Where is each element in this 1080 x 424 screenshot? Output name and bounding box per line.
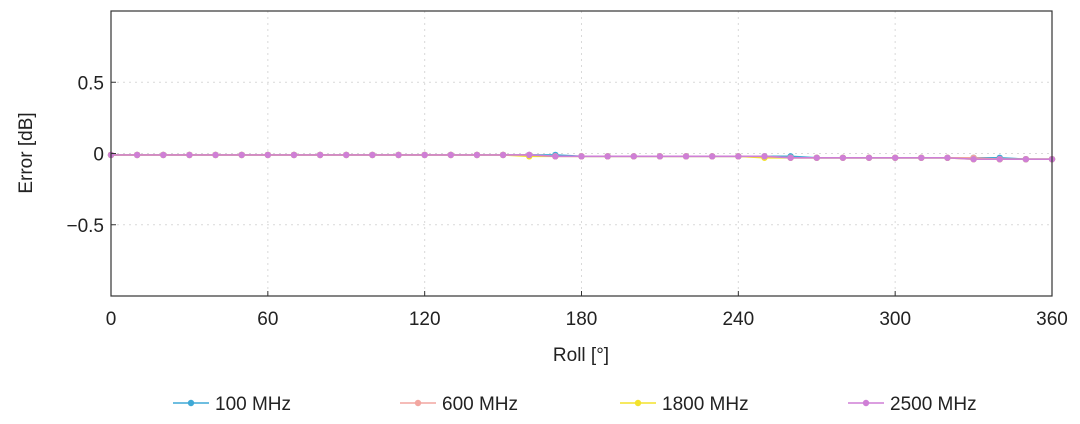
data-point — [238, 151, 245, 159]
data-point — [473, 151, 481, 159]
legend-label: 1800 MHz — [662, 394, 749, 415]
data-point — [552, 153, 559, 160]
data-point — [970, 156, 977, 163]
x-tick-label: 360 — [1036, 309, 1068, 330]
data-point — [708, 153, 716, 160]
y-axis-title: Error [dB] — [16, 112, 37, 193]
legend-label: 2500 MHz — [890, 394, 977, 415]
data-point — [290, 151, 298, 159]
series-layer — [107, 151, 1056, 163]
y-axis-ticks: 0.5 0 −0.5 — [66, 73, 116, 237]
legend-item: 2500 MHz — [848, 394, 977, 415]
x-axis-title: Roll [°] — [553, 345, 609, 366]
y-tick-label: −0.5 — [66, 216, 104, 237]
legend-item: 100 MHz — [173, 394, 291, 415]
data-point — [604, 153, 611, 160]
data-point — [186, 151, 193, 159]
data-point — [212, 151, 219, 159]
data-point — [264, 151, 272, 159]
legend-marker — [187, 399, 195, 407]
data-point — [787, 154, 794, 161]
data-point — [813, 154, 820, 161]
data-point — [996, 156, 1003, 163]
data-point — [944, 154, 951, 161]
data-point — [316, 151, 324, 159]
data-point — [682, 153, 690, 160]
data-point — [343, 151, 350, 159]
data-point — [447, 151, 455, 159]
x-tick-label: 180 — [566, 309, 598, 330]
data-point — [735, 153, 742, 160]
data-point — [369, 151, 376, 159]
legend: 100 MHz 600 MHz 1800 MHz 2500 MHz — [173, 394, 977, 415]
data-point — [133, 151, 141, 159]
x-axis-ticks: 0 60 120 180 240 300 360 — [106, 291, 1068, 330]
data-point — [918, 154, 925, 161]
data-point — [656, 153, 664, 160]
legend-item: 600 MHz — [400, 394, 518, 415]
data-point — [578, 153, 585, 160]
legend-marker — [862, 399, 870, 407]
legend-item: 1800 MHz — [620, 394, 749, 415]
legend-marker — [414, 399, 422, 407]
data-point — [499, 151, 507, 159]
data-point — [761, 153, 768, 160]
series-2500-mhz — [107, 151, 1056, 163]
data-point — [865, 154, 873, 161]
y-tick-label: 0.5 — [78, 73, 104, 94]
data-point — [839, 154, 847, 161]
legend-label: 600 MHz — [442, 394, 518, 415]
legend-label: 100 MHz — [215, 394, 291, 415]
legend-marker — [634, 399, 642, 407]
x-tick-label: 300 — [879, 309, 911, 330]
x-tick-label: 120 — [409, 309, 441, 330]
data-point — [526, 151, 533, 159]
data-point — [160, 151, 167, 159]
data-point — [395, 151, 402, 159]
data-point — [630, 153, 637, 160]
data-point — [891, 154, 899, 161]
data-point — [421, 151, 428, 159]
x-tick-label: 60 — [257, 309, 278, 330]
data-point — [1022, 156, 1030, 163]
y-tick-label: 0 — [93, 145, 104, 166]
x-tick-label: 0 — [106, 309, 117, 330]
x-tick-label: 240 — [722, 309, 754, 330]
